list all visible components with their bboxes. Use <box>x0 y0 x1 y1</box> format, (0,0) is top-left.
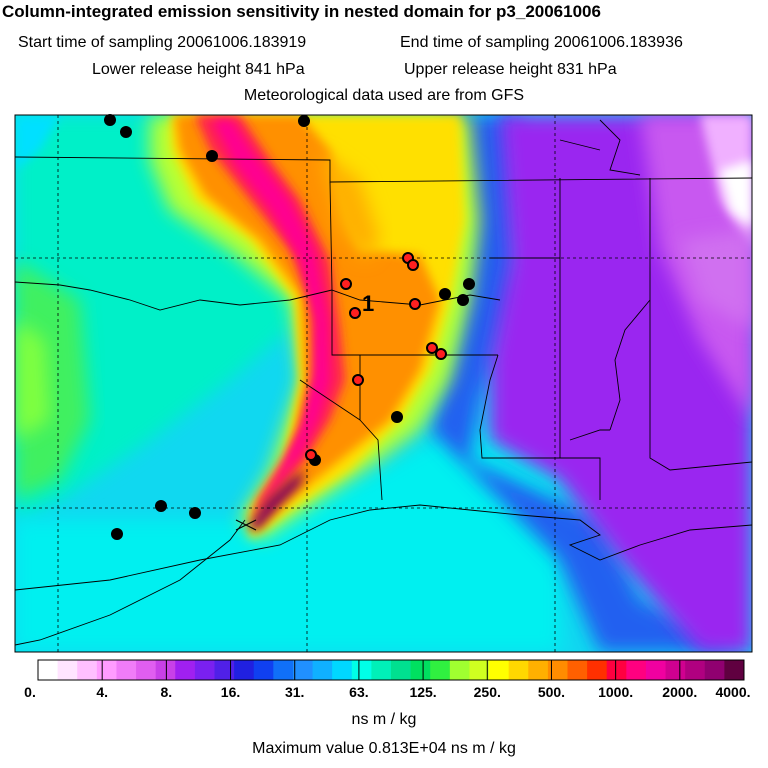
colorbar-tick-label: 1000. <box>598 684 634 700</box>
colorbar-tick-label: 8. <box>160 684 173 700</box>
colorbar-tick-label: 2000. <box>662 684 698 700</box>
colorbar-swatch <box>704 660 725 680</box>
red-dot-icon <box>426 342 438 354</box>
colorbar-swatch <box>292 660 314 680</box>
colorbar-swatch <box>38 660 59 680</box>
units-label: ns m / kg <box>351 711 417 728</box>
colorbar-swatch <box>567 660 588 680</box>
colorbar-swatch <box>489 660 510 680</box>
colorbar-swatch <box>96 660 117 680</box>
red-dot-icon <box>435 348 447 360</box>
colorbar-tick-label: 250. <box>473 684 501 700</box>
upper-release-label: Upper release height 831 hPa <box>404 61 617 78</box>
colorbar-swatch <box>665 660 686 680</box>
colorbar-swatch <box>77 660 98 680</box>
colorbar-tick-label: 4000. <box>715 684 751 700</box>
colorbar-swatch <box>273 660 294 680</box>
colorbar-swatch <box>214 660 235 680</box>
colorbar-tick-label: 125. <box>409 684 437 700</box>
colorbar-frame <box>37 659 745 681</box>
red-dot-icon <box>305 449 317 461</box>
colorbar-swatch <box>234 660 255 680</box>
colorbar-tick-label: 4. <box>96 684 109 700</box>
colorbar-swatch <box>332 660 353 680</box>
end-time-label: End time of sampling 20061006.183936 <box>400 34 683 51</box>
colorbar-swatch <box>587 660 608 680</box>
colorbar-swatch <box>547 660 568 680</box>
met-data-label: Meteorological data used are from GFS <box>243 87 525 104</box>
start-time-label: Start time of sampling 20061006.183919 <box>18 34 307 51</box>
map-frame <box>14 114 753 653</box>
colorbar-swatch <box>469 660 490 680</box>
red-site-markers <box>305 252 447 461</box>
black-dot-icon <box>439 288 451 300</box>
colorbar-swatch <box>606 660 627 680</box>
colorbar-swatch <box>116 660 137 680</box>
black-dot-icon <box>457 294 469 306</box>
red-dot-icon <box>409 298 421 310</box>
colorbar <box>37 659 745 681</box>
black-dot-icon <box>104 114 116 126</box>
sensitivity-field <box>15 115 752 652</box>
colorbar-swatch <box>312 660 333 680</box>
lower-release-label: Lower release height 841 hPa <box>92 61 305 78</box>
colorbar-swatch <box>155 660 176 680</box>
plot-title: Column-integrated emission sensitivity i… <box>2 2 601 21</box>
black-dot-icon <box>391 411 403 423</box>
cross-icon <box>235 519 257 531</box>
colorbar-swatch <box>430 660 451 680</box>
red-dot-icon <box>352 374 364 386</box>
colorbar-swatch <box>194 660 215 680</box>
colorbar-swatch <box>528 660 549 680</box>
colorbar-swatch <box>626 660 647 680</box>
black-dot-icon <box>189 507 201 519</box>
colorbar-swatch <box>175 660 196 680</box>
black-dot-icon <box>463 278 475 290</box>
black-dot-icon <box>206 150 218 162</box>
colorbar-swatch <box>645 660 667 680</box>
colorbar-tick-label: 0. <box>24 684 36 700</box>
colorbar-swatch <box>508 660 529 680</box>
colorbar-swatch <box>371 660 392 680</box>
colorbar-swatch <box>449 660 470 680</box>
colorbar-tick-label: 63. <box>349 684 369 700</box>
graticule <box>15 115 752 652</box>
red-dot-icon <box>349 307 361 319</box>
colorbar-tick-label: 16. <box>220 684 241 700</box>
colorbar-swatch <box>136 660 157 680</box>
colorbar-swatch <box>410 660 431 680</box>
colorbar-tick-label: 500. <box>537 684 566 700</box>
colorbar-swatch <box>351 660 372 680</box>
colorbar-swatch <box>57 660 78 680</box>
black-dot-icon <box>298 115 310 127</box>
colorbar-swatch <box>391 660 412 680</box>
boundaries <box>15 119 752 646</box>
colorbar-swatch <box>685 660 706 680</box>
colorbar-swatch <box>253 660 274 680</box>
black-site-markers <box>104 114 475 540</box>
black-dot-icon <box>111 528 123 540</box>
red-dot-icon <box>340 278 352 290</box>
red-dot-icon <box>407 259 419 271</box>
colorbar-tick-label: 31. <box>284 684 305 700</box>
release-number-label: 1 <box>362 291 374 316</box>
black-dot-icon <box>155 500 167 512</box>
black-dot-icon <box>120 126 132 138</box>
max-value-label: Maximum value 0.813E+04 ns m / kg <box>252 740 516 757</box>
colorbar-swatch <box>724 660 745 680</box>
